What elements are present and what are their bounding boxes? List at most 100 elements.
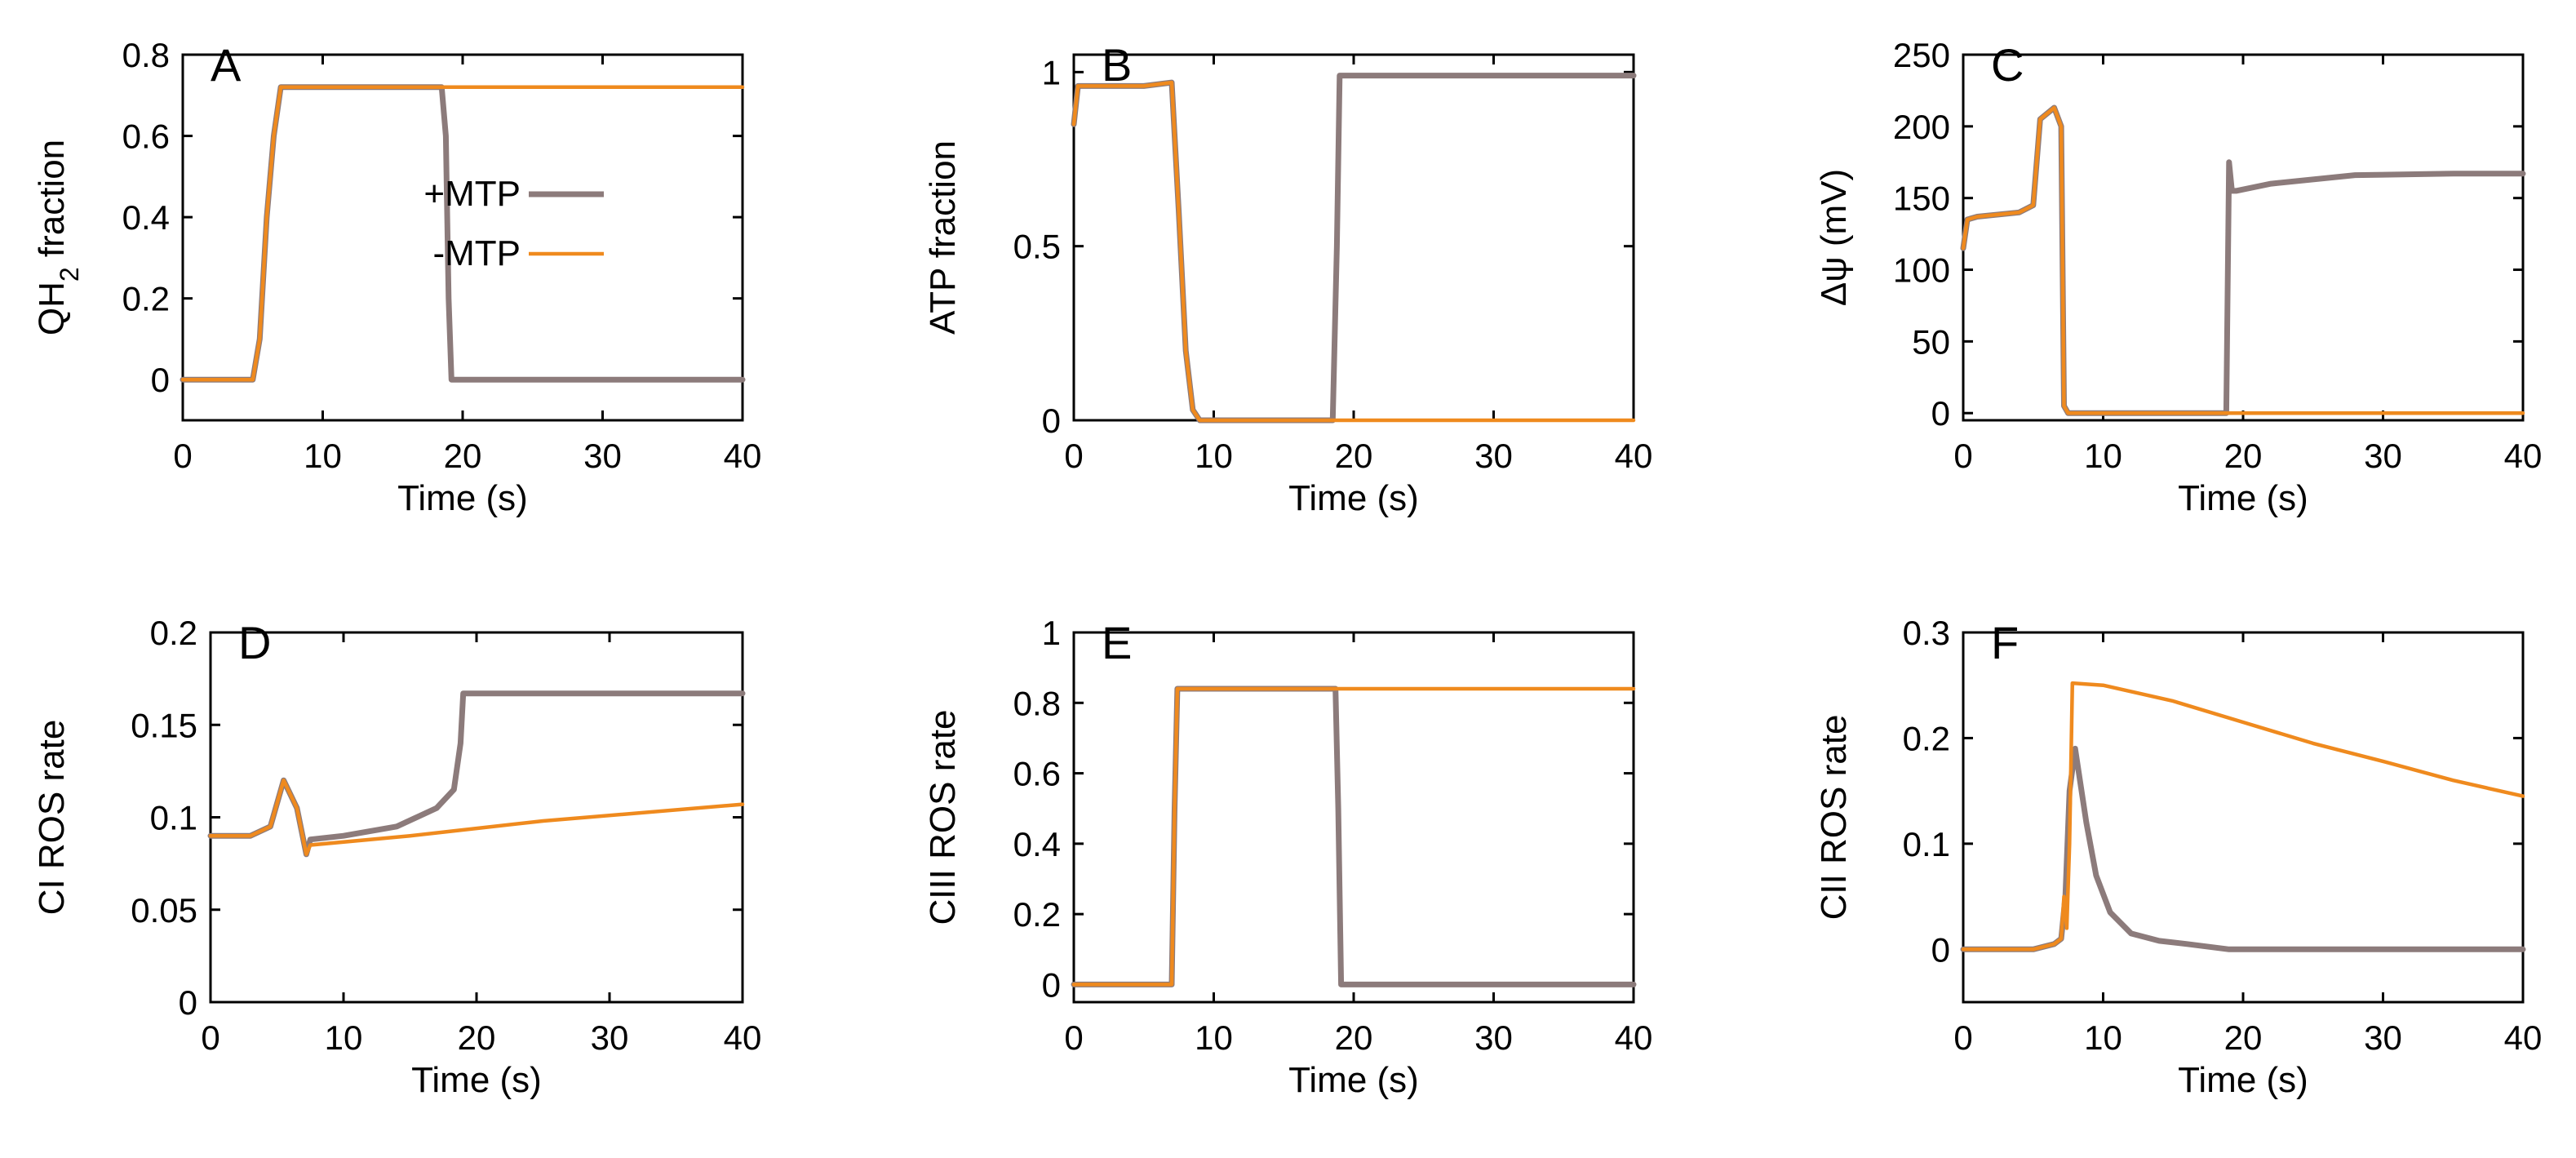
y-tick-label: 0.2 bbox=[1013, 895, 1061, 934]
y-tick-label: 0.15 bbox=[131, 706, 197, 744]
y-tick-label: 0 bbox=[1042, 965, 1061, 1004]
panel-a: 0 10 20 30 40 0 0.2 0.4 0.6 0.8 Time (s) QH2 fracti… bbox=[32, 36, 761, 518]
x-tick-label: 20 bbox=[2224, 1018, 2263, 1057]
x-tick-label: 30 bbox=[1474, 437, 1513, 475]
x-tick-label: 40 bbox=[1615, 1018, 1653, 1057]
legend-label: -MTP bbox=[432, 233, 521, 273]
x-tick-label: 0 bbox=[1953, 1018, 1972, 1057]
plot-frame bbox=[1962, 53, 2525, 422]
y-tick-label: 0.4 bbox=[122, 198, 170, 237]
y-tick-label: 0.1 bbox=[1903, 825, 1950, 863]
y-tick-label: 0.2 bbox=[1903, 719, 1950, 757]
x-tick-label: 40 bbox=[724, 437, 762, 475]
y-tick-label: 0 bbox=[151, 361, 170, 399]
series-line-plus-mtp bbox=[1071, 685, 1637, 987]
x-tick-label: 30 bbox=[583, 437, 622, 475]
panel-c: 0 10 20 30 40 0 50 100 150 200 250 Time (s) Δψ (mV) C bbox=[1814, 36, 2542, 518]
y-tick-label: 0.6 bbox=[1013, 755, 1061, 793]
x-tick-label: 20 bbox=[458, 1018, 496, 1057]
y-tick-label: 0.8 bbox=[1013, 684, 1061, 722]
y-tick-label: 0 bbox=[179, 983, 197, 1022]
x-axis-label: Time (s) bbox=[1288, 1060, 1419, 1100]
y-tick-label: 0.4 bbox=[1013, 825, 1061, 863]
y-axis-label: ATP fraction bbox=[923, 140, 963, 335]
y-axis-label: CIII ROS rate bbox=[923, 709, 963, 925]
x-axis-label: Time (s) bbox=[2178, 1060, 2308, 1100]
series-line-minus-mtp bbox=[180, 85, 745, 382]
x-tick-label: 40 bbox=[1615, 437, 1653, 475]
y-axis-label: QH2 fraction bbox=[32, 140, 84, 335]
panel-b: 0 10 20 30 40 0 0.5 1 Time (s) ATP fraction B bbox=[923, 39, 1652, 518]
y-tick-label: 0.2 bbox=[122, 280, 170, 318]
y-tick-label: 100 bbox=[1893, 251, 1950, 290]
series-line-minus-mtp bbox=[1071, 686, 1636, 987]
panel-letter: B bbox=[1102, 39, 1132, 91]
x-tick-label: 30 bbox=[591, 1018, 629, 1057]
x-tick-label: 10 bbox=[1195, 1018, 1233, 1057]
x-tick-label: 30 bbox=[2364, 437, 2402, 475]
x-tick-label: 40 bbox=[724, 1018, 762, 1057]
y-axis-label: Δψ (mV) bbox=[1814, 169, 1854, 306]
x-tick-label: 30 bbox=[2364, 1018, 2402, 1057]
panel-d: 0 10 20 30 40 0 0.05 0.1 0.15 0.2 Time (s) CI ROS r… bbox=[32, 614, 761, 1100]
y-tick-label: 0.5 bbox=[1013, 228, 1061, 266]
x-axis-label: Time (s) bbox=[411, 1060, 542, 1100]
y-tick-label: 1 bbox=[1042, 614, 1061, 652]
panel-letter: F bbox=[1991, 617, 2019, 668]
x-tick-label: 20 bbox=[2224, 437, 2263, 475]
x-tick-label: 10 bbox=[325, 1018, 363, 1057]
y-tick-label: 1 bbox=[1042, 53, 1061, 91]
y-tick-label: 200 bbox=[1893, 108, 1950, 146]
legend: +MTP -MTP bbox=[423, 174, 604, 273]
x-tick-label: 0 bbox=[173, 437, 192, 475]
panel-letter: A bbox=[211, 39, 242, 91]
panel-e: 0 10 20 30 40 0 0.2 0.4 0.6 0.8 1 Time (s) CIII ROS … bbox=[923, 614, 1652, 1100]
plot-frame bbox=[1072, 53, 1635, 422]
x-tick-label: 10 bbox=[304, 437, 342, 475]
y-axis-label: CI ROS rate bbox=[32, 720, 72, 916]
series-line-plus-mtp bbox=[1960, 745, 2526, 952]
y-axis-label: CII ROS rate bbox=[1814, 715, 1854, 921]
y-tick-label: 0.6 bbox=[122, 118, 170, 156]
panel-letter: C bbox=[1991, 39, 2024, 91]
x-tick-label: 20 bbox=[1335, 437, 1373, 475]
legend-label: +MTP bbox=[423, 174, 521, 214]
y-tick-label: 0 bbox=[1931, 930, 1950, 969]
y-tick-label: 0.8 bbox=[122, 36, 170, 74]
y-tick-label: 0.3 bbox=[1903, 614, 1950, 652]
panel-f: 0 10 20 30 40 0 0.1 0.2 0.3 Time (s) CII ROS rate F bbox=[1814, 614, 2542, 1100]
series-line-plus-mtp bbox=[1960, 104, 2526, 416]
y-tick-label: 0.05 bbox=[131, 891, 197, 930]
x-tick-label: 0 bbox=[1953, 437, 1972, 475]
x-tick-label: 10 bbox=[2084, 1018, 2122, 1057]
x-tick-label: 20 bbox=[444, 437, 482, 475]
x-tick-label: 20 bbox=[1335, 1018, 1373, 1057]
series-line-minus-mtp bbox=[208, 778, 745, 857]
x-tick-label: 40 bbox=[2504, 1018, 2543, 1057]
panel-letter: E bbox=[1102, 617, 1132, 668]
y-tick-label: 0.1 bbox=[150, 799, 197, 837]
x-tick-label: 30 bbox=[1474, 1018, 1513, 1057]
x-tick-label: 0 bbox=[1064, 1018, 1083, 1057]
y-tick-label: 50 bbox=[1912, 322, 1950, 361]
x-tick-label: 10 bbox=[1195, 437, 1233, 475]
x-axis-label: Time (s) bbox=[1288, 478, 1419, 518]
x-tick-label: 40 bbox=[2504, 437, 2543, 475]
panel-letter: D bbox=[238, 617, 271, 668]
series-line-minus-mtp bbox=[1961, 681, 2525, 952]
x-tick-label: 10 bbox=[2084, 437, 2122, 475]
y-tick-label: 0 bbox=[1042, 402, 1061, 440]
y-tick-label: 0 bbox=[1931, 394, 1950, 433]
plot-frame bbox=[209, 631, 744, 1004]
x-axis-label: Time (s) bbox=[2178, 478, 2308, 518]
x-axis-label: Time (s) bbox=[397, 478, 528, 518]
y-tick-label: 150 bbox=[1893, 180, 1950, 218]
x-tick-label: 0 bbox=[1064, 437, 1083, 475]
y-tick-label: 0.2 bbox=[150, 614, 197, 652]
y-tick-label: 250 bbox=[1893, 36, 1950, 74]
series-line-minus-mtp bbox=[1961, 105, 2525, 415]
series-line-plus-mtp bbox=[1071, 73, 1637, 424]
series-line-minus-mtp bbox=[1071, 80, 1636, 423]
x-tick-label: 0 bbox=[201, 1018, 219, 1057]
